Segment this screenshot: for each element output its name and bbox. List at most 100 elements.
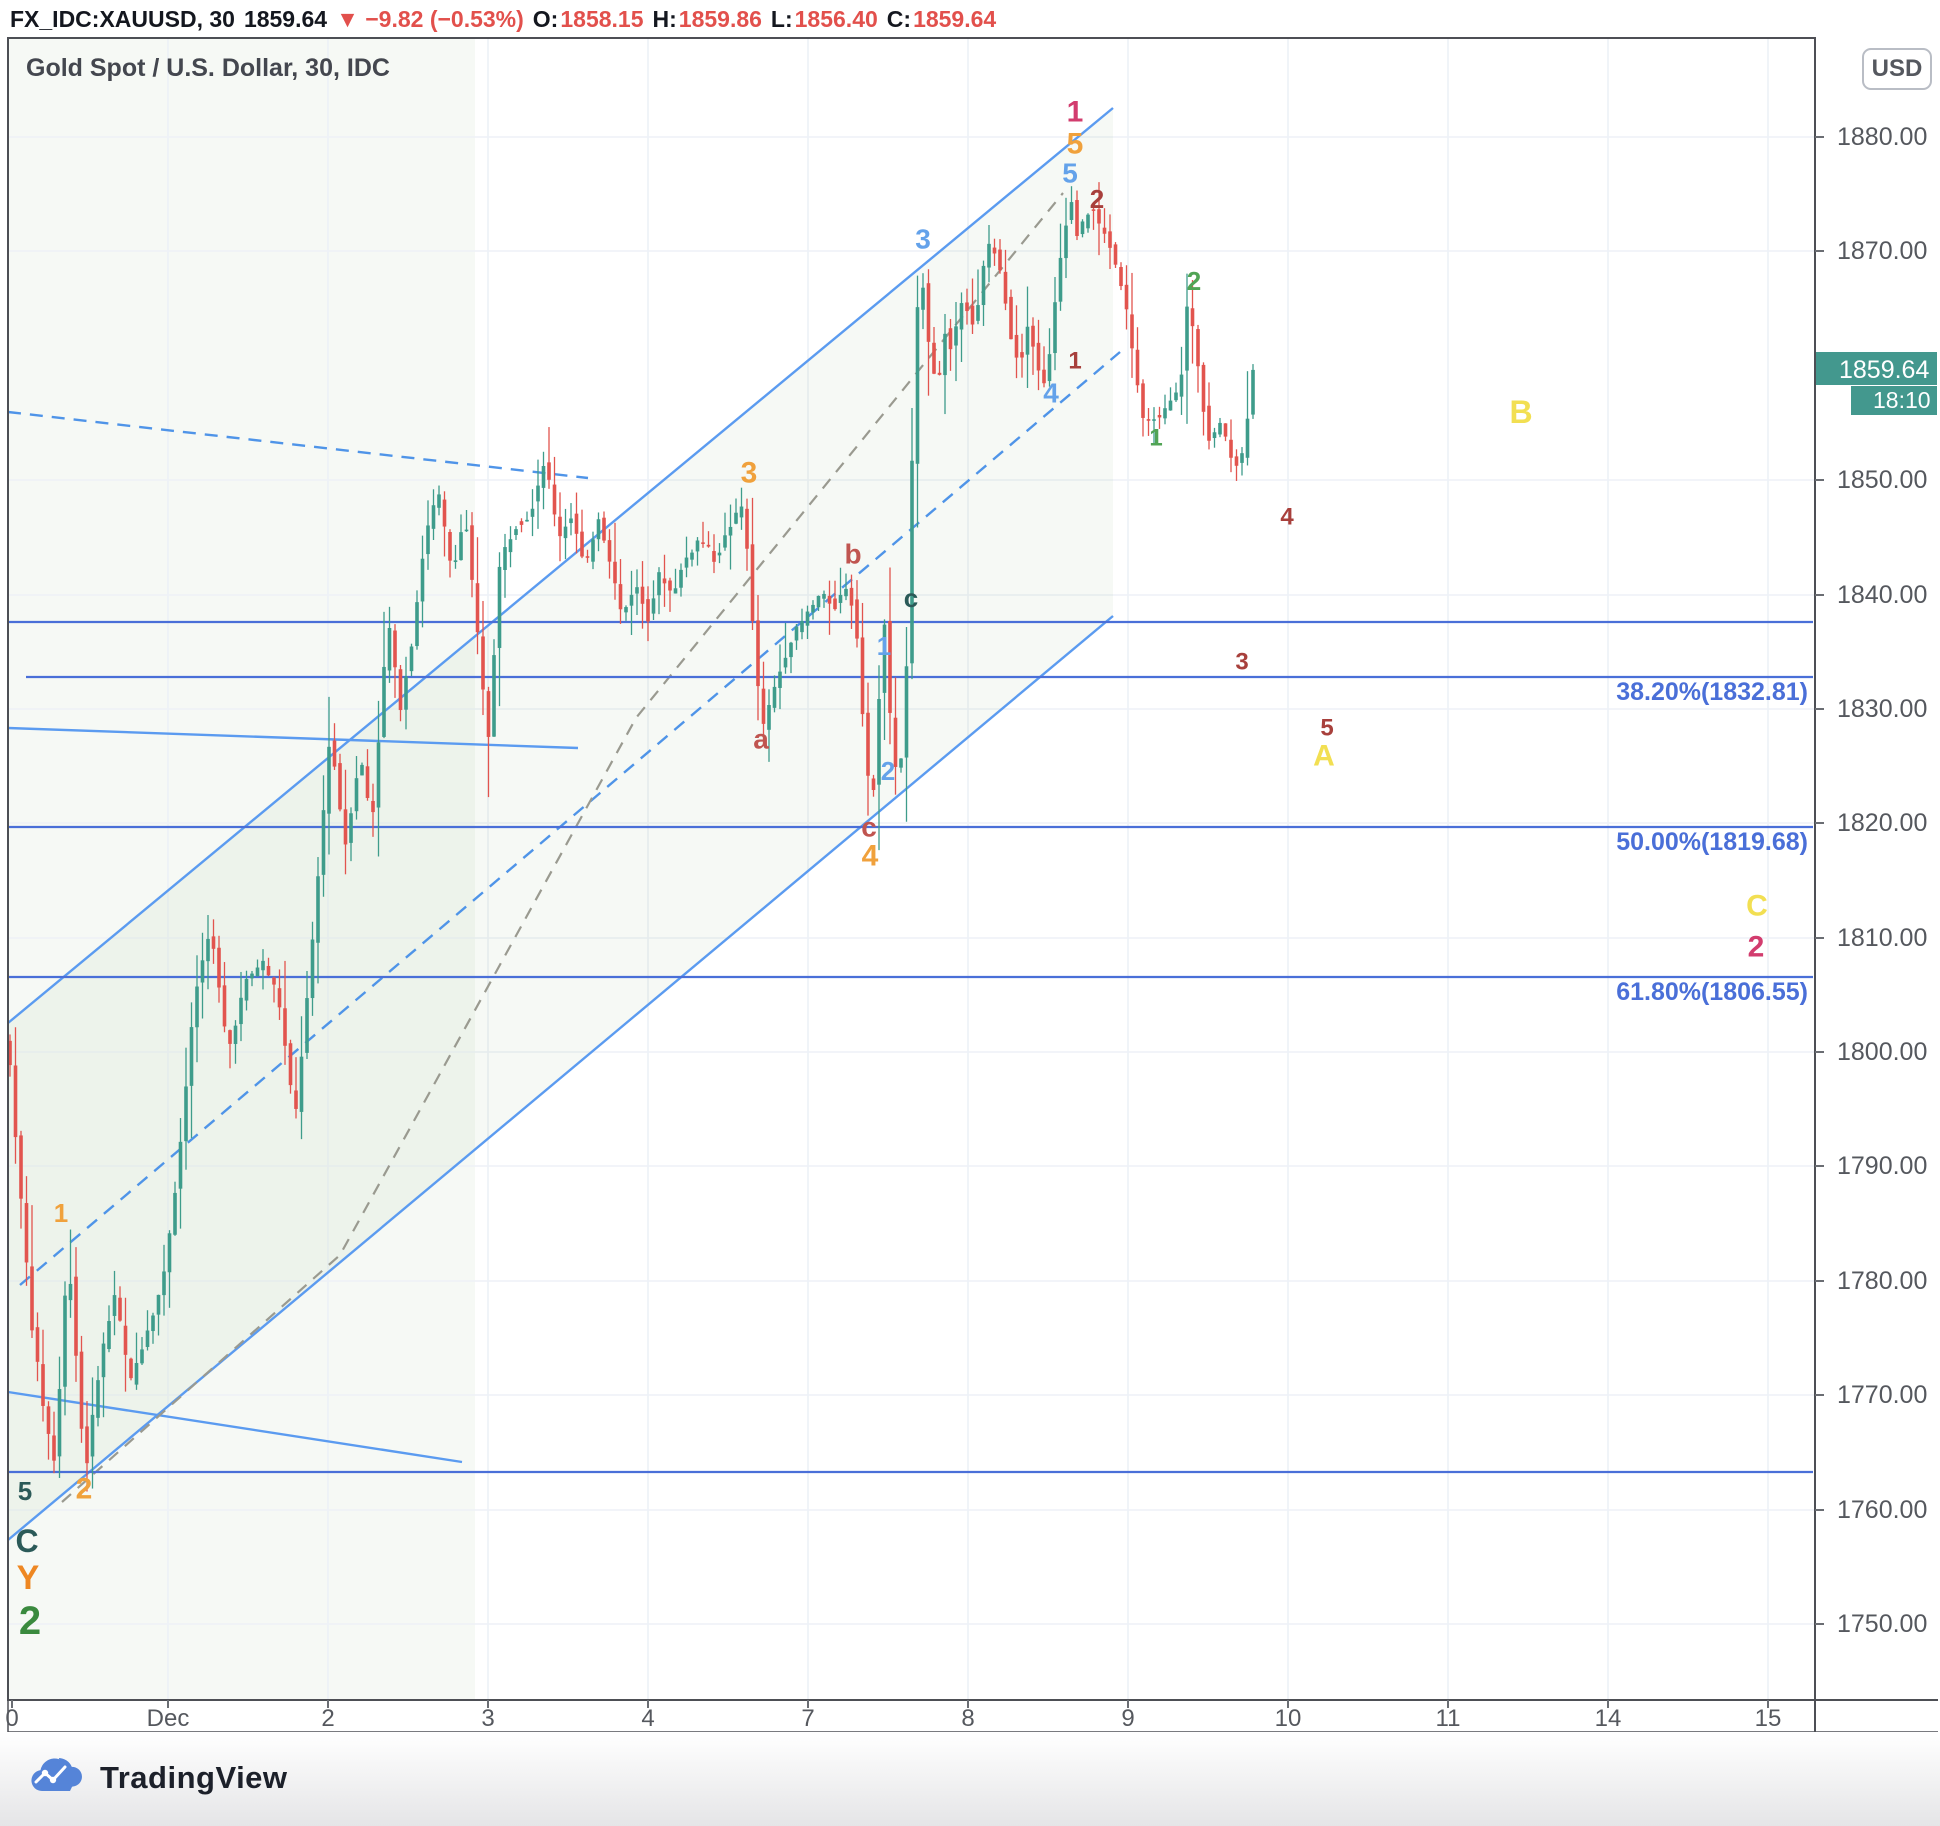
- wave-label: 1: [1068, 348, 1081, 375]
- trend-channel-fill: [8, 108, 1113, 1540]
- dashed-trendline[interactable]: [7, 410, 589, 480]
- candle-body: [107, 1321, 111, 1350]
- wave-label: 2: [1748, 931, 1765, 964]
- price-axis[interactable]: 1880.00 1870.00 1850.00 1840.00 1830.00 1820.…: [1815, 123, 1927, 1638]
- candle-body: [30, 1266, 34, 1331]
- candle-body: [283, 1008, 287, 1046]
- high-value: 1859.86: [678, 5, 762, 32]
- candle-body: [376, 742, 381, 808]
- candle-body: [1058, 257, 1063, 302]
- candle-body: [217, 947, 221, 988]
- candle-body: [349, 813, 353, 843]
- price-axis-label: 1840.00: [1837, 581, 1927, 609]
- candle-body: [1152, 419, 1156, 421]
- candle-body: [591, 539, 595, 562]
- candle-body: [629, 594, 634, 606]
- candle-body: [1003, 271, 1008, 304]
- candle-body: [789, 642, 793, 658]
- candle-body: [739, 506, 744, 518]
- candle-body: [420, 558, 425, 602]
- candle-body: [151, 1315, 155, 1332]
- channel-trendline[interactable]: [7, 726, 579, 750]
- wave-label: 3: [741, 457, 758, 490]
- candle-body: [640, 586, 645, 604]
- candle-body: [992, 247, 997, 254]
- candle-body: [239, 997, 243, 1025]
- candle-body: [1069, 202, 1074, 220]
- candle-body: [673, 588, 678, 594]
- candle-body: [882, 624, 887, 693]
- candle-body: [552, 484, 557, 515]
- candle-body: [459, 532, 463, 561]
- candle-body: [492, 655, 496, 737]
- candle-body: [574, 513, 579, 534]
- candle-body: [178, 1141, 183, 1189]
- candle-body: [651, 598, 656, 614]
- candle-body: [800, 621, 804, 633]
- candle-body: [877, 698, 881, 785]
- channel-trendline[interactable]: [7, 107, 1114, 1024]
- wave-label: 2: [1187, 266, 1201, 296]
- wave-label: C: [15, 1523, 38, 1559]
- channel-trendline[interactable]: [7, 1390, 463, 1464]
- candle-body: [261, 960, 265, 971]
- time-axis-label: 14: [1595, 1705, 1622, 1732]
- candle-body: [1113, 244, 1118, 265]
- candle-body: [844, 588, 848, 597]
- candle-body: [371, 800, 375, 813]
- time-axis-label: 0: [5, 1705, 18, 1732]
- candle-body: [723, 535, 727, 548]
- candle-body: [706, 544, 711, 547]
- symbol-title[interactable]: FX_IDC:XAUUSD, 30: [10, 5, 235, 32]
- candle-body: [470, 525, 474, 580]
- candle-body: [503, 547, 507, 570]
- tradingview-brand[interactable]: TradingView: [28, 1758, 288, 1798]
- candle-body: [849, 587, 854, 606]
- wave-label: 5: [1062, 158, 1078, 189]
- candle-body: [569, 518, 573, 524]
- candle-body: [233, 1025, 238, 1045]
- candle-body: [970, 305, 975, 325]
- candle-body: [607, 540, 612, 562]
- candle-body: [68, 1283, 73, 1301]
- candle-body: [173, 1192, 177, 1235]
- candle-body: [866, 712, 870, 776]
- bar-countdown-value: 18:10: [1873, 387, 1931, 413]
- candle-body: [613, 561, 617, 584]
- chart-legend-title[interactable]: Gold Spot / U.S. Dollar, 30, IDC: [26, 54, 390, 82]
- candle-body: [767, 705, 771, 730]
- candle-body: [1135, 349, 1140, 386]
- time-axis-label: 2: [321, 1705, 334, 1732]
- candle-body: [734, 512, 738, 524]
- candle-body: [915, 307, 920, 464]
- candle-body: [541, 466, 546, 488]
- candle-body: [1075, 200, 1079, 237]
- candle-body: [1080, 221, 1085, 235]
- candle-body: [618, 584, 623, 610]
- candle-body: [717, 552, 722, 556]
- currency-toggle-button[interactable]: USD: [1862, 48, 1932, 90]
- candle-body: [437, 494, 441, 508]
- candle-body: [871, 778, 876, 791]
- candle-body: [74, 1276, 78, 1356]
- wave-label: 5: [1320, 715, 1333, 742]
- candle-body: [926, 283, 931, 342]
- candle-body: [1108, 231, 1112, 248]
- candle-body: [965, 302, 969, 312]
- close-value: 1859.64: [913, 5, 997, 32]
- candle-body: [976, 305, 980, 321]
- candle-body: [778, 671, 782, 688]
- time-axis[interactable]: 0 Dec 2 3 4 7 8 9 10 11 14 15: [5, 1700, 1781, 1732]
- candle-body: [310, 939, 315, 999]
- candle-body: [1009, 296, 1013, 340]
- candle-body: [497, 566, 502, 648]
- candle-body: [145, 1330, 150, 1347]
- candle-body: [244, 978, 249, 1001]
- candle-body: [811, 604, 815, 613]
- candle-body: [1053, 302, 1057, 354]
- candle-body: [41, 1364, 45, 1406]
- candle-body: [580, 531, 584, 557]
- candle-body: [123, 1325, 128, 1355]
